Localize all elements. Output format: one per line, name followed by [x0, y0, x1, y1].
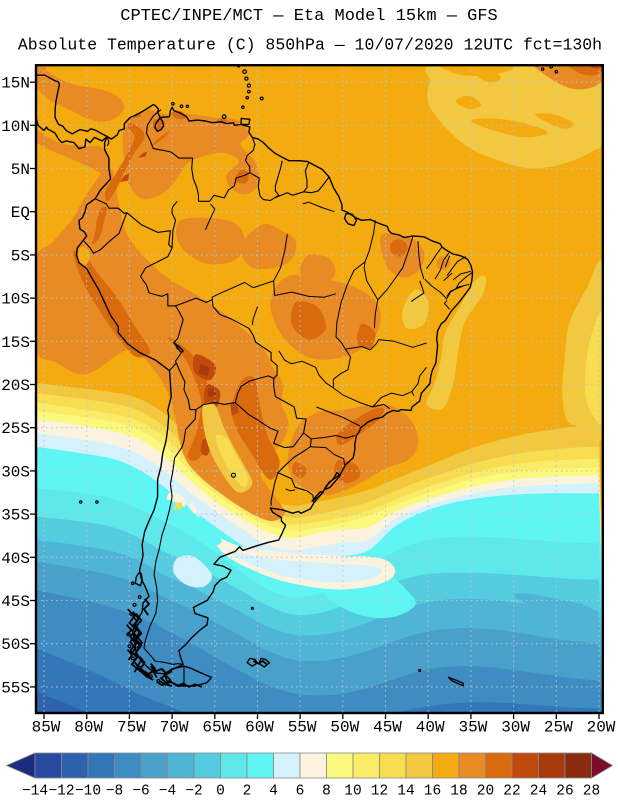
svg-text:40W: 40W [416, 719, 445, 737]
svg-text:2: 2 [243, 784, 252, 800]
svg-text:12: 12 [371, 784, 388, 800]
svg-text:55S: 55S [1, 679, 30, 697]
svg-text:50S: 50S [1, 636, 30, 654]
svg-text:5S: 5S [11, 247, 30, 265]
svg-text:26: 26 [556, 784, 573, 800]
svg-text:CPTEC/INPE/MCT — Eta Model 15: CPTEC/INPE/MCT — Eta Model 15km — GFS [120, 7, 497, 26]
svg-text:30W: 30W [501, 719, 530, 737]
svg-text:−6: −6 [132, 784, 149, 800]
svg-text:70W: 70W [160, 719, 189, 737]
svg-text:25W: 25W [544, 719, 573, 737]
svg-text:−2: −2 [185, 784, 202, 800]
svg-text:Absolute Temperature (C) 850hP: Absolute Temperature (C) 850hPa — 10/07/… [18, 36, 602, 55]
svg-text:8: 8 [322, 784, 331, 800]
svg-text:20W: 20W [587, 719, 616, 737]
svg-text:−10: −10 [75, 784, 101, 800]
svg-text:15S: 15S [1, 334, 30, 352]
svg-text:EQ: EQ [11, 204, 30, 222]
svg-text:18: 18 [450, 784, 467, 800]
svg-text:4: 4 [269, 784, 278, 800]
svg-text:35W: 35W [458, 719, 487, 737]
svg-text:40S: 40S [1, 550, 30, 568]
svg-text:−4: −4 [159, 784, 176, 800]
svg-text:15N: 15N [1, 75, 30, 93]
svg-text:10N: 10N [1, 118, 30, 136]
svg-text:6: 6 [296, 784, 305, 800]
svg-text:20S: 20S [1, 377, 30, 395]
svg-text:65W: 65W [202, 719, 231, 737]
svg-text:28: 28 [583, 784, 600, 800]
svg-text:35S: 35S [1, 507, 30, 525]
svg-text:5N: 5N [11, 161, 30, 179]
svg-text:30S: 30S [1, 463, 30, 481]
svg-text:45S: 45S [1, 593, 30, 611]
svg-text:85W: 85W [32, 719, 61, 737]
svg-text:0: 0 [216, 784, 225, 800]
svg-text:10S: 10S [1, 291, 30, 309]
svg-text:10: 10 [344, 784, 361, 800]
svg-text:−8: −8 [106, 784, 123, 800]
svg-text:55W: 55W [288, 719, 317, 737]
svg-text:−14: −14 [22, 784, 48, 800]
svg-text:20: 20 [477, 784, 494, 800]
svg-text:25S: 25S [1, 420, 30, 438]
svg-text:60W: 60W [245, 719, 274, 737]
svg-text:14: 14 [397, 784, 414, 800]
svg-text:−12: −12 [48, 784, 74, 800]
svg-text:22: 22 [503, 784, 520, 800]
svg-text:24: 24 [530, 784, 547, 800]
svg-text:75W: 75W [117, 719, 146, 737]
svg-text:16: 16 [424, 784, 441, 800]
svg-text:45W: 45W [373, 719, 402, 737]
svg-text:50W: 50W [330, 719, 359, 737]
svg-text:80W: 80W [74, 719, 103, 737]
